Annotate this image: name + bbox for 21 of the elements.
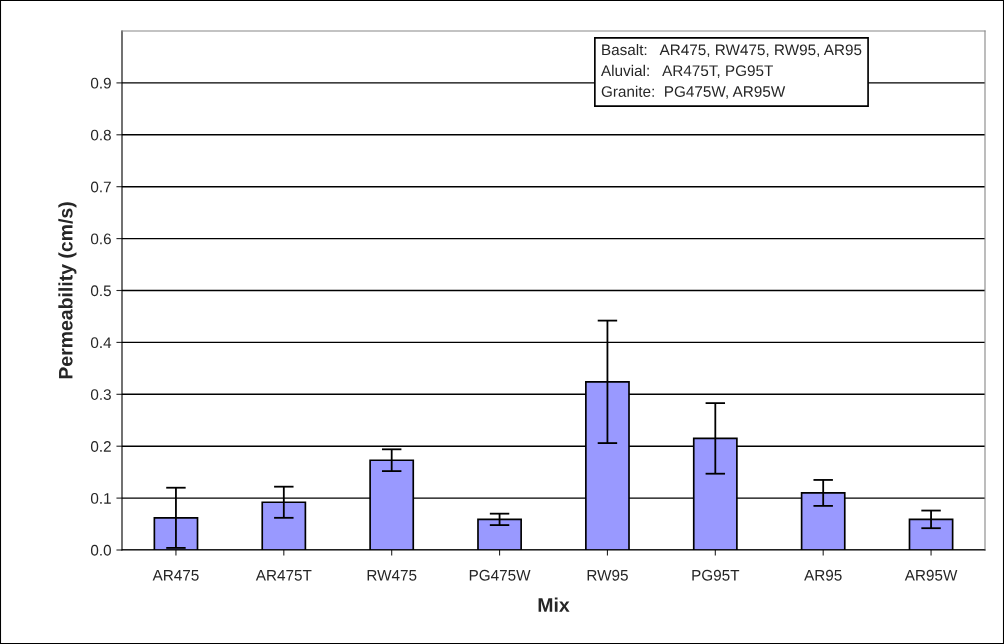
x-tick-label: RW95 bbox=[587, 569, 628, 581]
y-tick-label: 0.5 bbox=[90, 285, 111, 297]
y-tick-label: 0.1 bbox=[90, 492, 111, 504]
y-tick-label: 0.8 bbox=[90, 129, 111, 141]
y-tick-label: 0.6 bbox=[90, 233, 111, 245]
y-tick-label: 0.3 bbox=[90, 389, 111, 400]
y-tick-label: 0.4 bbox=[90, 337, 112, 349]
y-tick-label: 0.0 bbox=[90, 544, 111, 556]
annotation: Basalt: AR475, RW475, RW95, AR95 Aluvial: AR475T, PG95T Granite: PG475W, AR95W bbox=[601, 43, 862, 99]
x-tick-label: RW475 bbox=[367, 570, 417, 581]
x-tick-label: PG475W bbox=[469, 569, 531, 581]
y-tick-label: 0.9 bbox=[90, 77, 111, 89]
y-axis-title: Permeability (cm/s) bbox=[58, 202, 77, 379]
x-tick-label: AR475 bbox=[152, 570, 199, 581]
x-tick-label: AR475T bbox=[255, 570, 312, 581]
y-tick-label: 0.2 bbox=[90, 441, 111, 452]
y-tick-label: 0.7 bbox=[90, 181, 111, 193]
x-tick-label: PG95T bbox=[692, 569, 740, 581]
x-axis-title: Mix bbox=[538, 597, 570, 612]
x-tick-label: AR95W bbox=[904, 569, 958, 581]
x-tick-label: AR95 bbox=[804, 569, 842, 581]
